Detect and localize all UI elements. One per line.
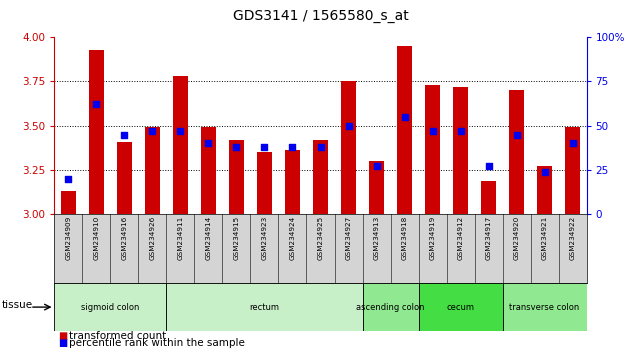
Text: GSM234912: GSM234912	[458, 216, 463, 261]
Text: GSM234915: GSM234915	[233, 216, 240, 261]
Bar	[363, 283, 419, 331]
Bar	[425, 85, 440, 214]
Bar	[89, 50, 104, 214]
Text: ■: ■	[58, 338, 67, 348]
Text: percentile rank within the sample: percentile rank within the sample	[69, 338, 244, 348]
Bar	[397, 46, 412, 214]
Point	[92, 102, 102, 107]
Text: GSM234916: GSM234916	[122, 216, 128, 261]
Point	[455, 128, 465, 134]
Text: transverse colon: transverse colon	[510, 303, 579, 312]
Bar	[167, 283, 363, 331]
Bar	[503, 283, 587, 331]
Text: GSM234909: GSM234909	[65, 216, 72, 261]
Text: GSM234920: GSM234920	[513, 216, 519, 261]
Text: GSM234924: GSM234924	[290, 216, 296, 261]
Text: GSM234914: GSM234914	[206, 216, 212, 261]
Text: GSM234926: GSM234926	[149, 216, 156, 261]
Bar	[145, 127, 160, 214]
Point	[203, 141, 213, 146]
Point	[344, 123, 354, 129]
Text: transformed count: transformed count	[69, 331, 166, 341]
Text: GSM234919: GSM234919	[429, 216, 435, 261]
Bar	[537, 166, 552, 214]
Point	[176, 128, 186, 134]
Point	[371, 164, 381, 169]
Point	[315, 144, 326, 150]
Point	[567, 141, 578, 146]
Text: GSM234921: GSM234921	[542, 216, 547, 261]
Text: GSM234927: GSM234927	[345, 216, 351, 261]
Bar	[54, 283, 167, 331]
Bar	[173, 76, 188, 214]
Point	[260, 144, 270, 150]
Point	[63, 176, 74, 182]
Point	[483, 164, 494, 169]
Bar	[313, 140, 328, 214]
Point	[399, 114, 410, 120]
Text: GSM234922: GSM234922	[569, 216, 576, 261]
Bar	[453, 87, 468, 214]
Bar	[509, 90, 524, 214]
Text: ascending colon: ascending colon	[356, 303, 425, 312]
Bar	[61, 191, 76, 214]
Bar	[419, 283, 503, 331]
Bar	[229, 140, 244, 214]
Text: sigmoid colon: sigmoid colon	[81, 303, 140, 312]
Text: ■: ■	[58, 331, 67, 341]
Point	[539, 169, 549, 175]
Point	[428, 128, 438, 134]
Text: GSM234923: GSM234923	[262, 216, 267, 261]
Bar	[341, 81, 356, 214]
Bar	[285, 150, 300, 214]
Text: tissue: tissue	[2, 300, 33, 310]
Bar	[369, 161, 384, 214]
Text: GSM234925: GSM234925	[317, 216, 324, 261]
Text: GDS3141 / 1565580_s_at: GDS3141 / 1565580_s_at	[233, 9, 408, 23]
Text: GSM234917: GSM234917	[485, 216, 492, 261]
Text: rectum: rectum	[249, 303, 279, 312]
Point	[287, 144, 297, 150]
Bar	[481, 181, 496, 214]
Text: GSM234918: GSM234918	[401, 216, 408, 261]
Bar	[257, 152, 272, 214]
Text: GSM234910: GSM234910	[94, 216, 99, 261]
Text: GSM234913: GSM234913	[374, 216, 379, 261]
Point	[147, 128, 158, 134]
Text: GSM234911: GSM234911	[178, 216, 183, 261]
Point	[512, 132, 522, 137]
Text: cecum: cecum	[447, 303, 474, 312]
Point	[231, 144, 242, 150]
Bar	[201, 127, 216, 214]
Point	[119, 132, 129, 137]
Bar	[565, 127, 580, 214]
Bar	[117, 142, 132, 214]
